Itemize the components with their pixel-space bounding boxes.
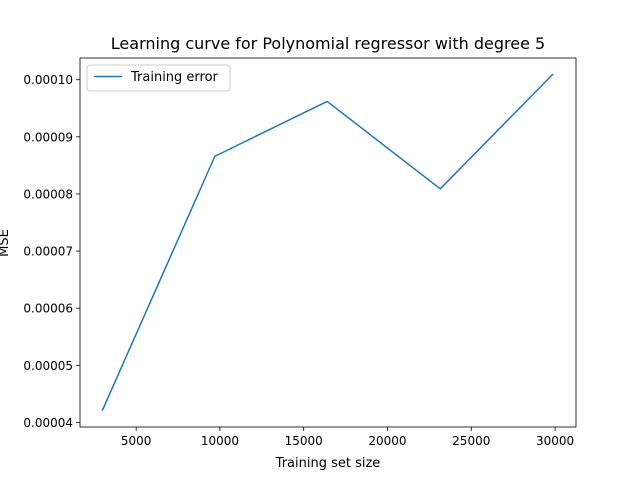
y-tick-label: 0.00006 [23,302,73,316]
legend-box [86,64,231,92]
chart-title: Learning curve for Polynomial regressor … [111,34,545,53]
x-axis-label: Training set size [275,456,381,471]
x-tick-label: 30000 [536,434,574,448]
y-tick-label: 0.00004 [23,416,73,430]
x-axis-ticks: 5000 10000 15000 20000 25000 30000 [121,427,574,448]
series-layer [101,73,554,411]
y-tick-label: 0.00005 [23,359,73,373]
legend-label-training-error: Training error [130,70,219,85]
x-tick-label: 20000 [368,434,406,448]
y-tick-label: 0.00010 [23,73,73,87]
plot-area [79,57,577,428]
y-tick-label: 0.00009 [23,130,73,144]
x-tick-label: 25000 [452,434,490,448]
x-tick-label: 15000 [285,434,323,448]
y-axis-label: MSE [0,229,12,257]
legend: Training error [86,64,231,92]
y-tick-label: 0.00008 [23,187,73,201]
series-line-training-error [101,73,554,411]
x-tick-label: 5000 [121,434,152,448]
y-axis-ticks: 0.00004 0.00005 0.00006 0.00007 0.00008 0.000… [23,73,80,430]
x-tick-label: 10000 [201,434,239,448]
y-tick-label: 0.00007 [23,245,73,259]
axes-frame [79,57,577,428]
